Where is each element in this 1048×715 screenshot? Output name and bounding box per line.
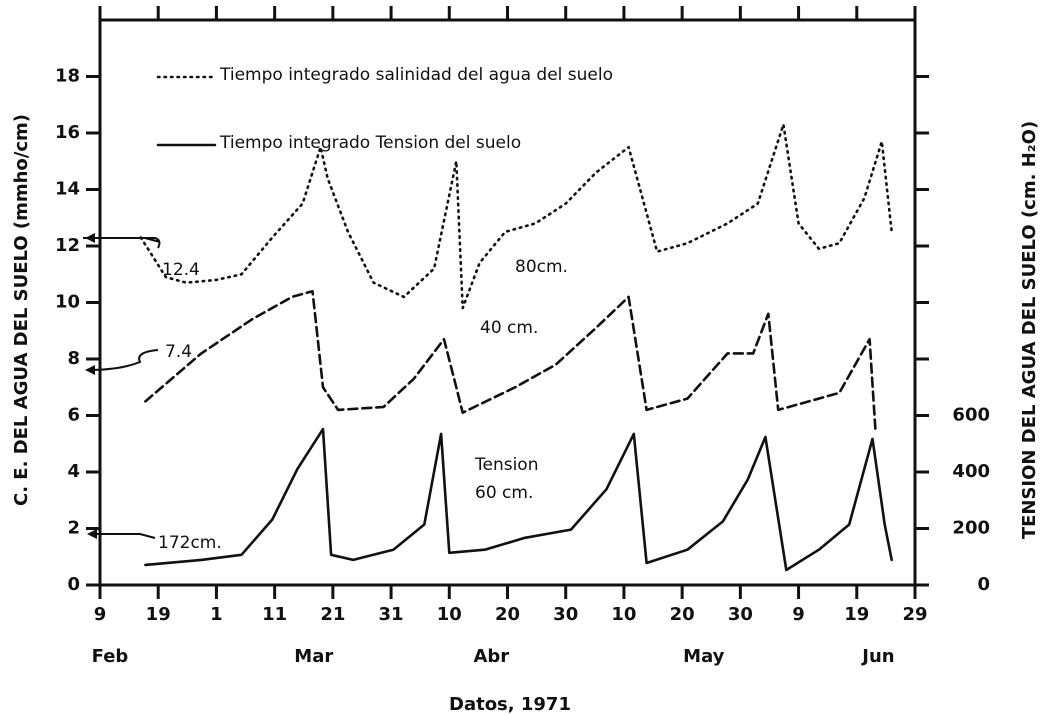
y2-tick-label: 400 — [952, 461, 990, 482]
x-tick-label: 9 — [94, 604, 107, 625]
y-tick-label: 4 — [67, 461, 80, 482]
month-label: Feb — [92, 646, 129, 667]
arrowhead — [85, 233, 95, 243]
x-tick-label: 20 — [495, 604, 520, 625]
series-label: 40 cm. — [480, 318, 538, 338]
month-label: Jun — [860, 646, 894, 667]
y-tick-label: 0 — [67, 574, 80, 595]
x-title: Datos, 1971 — [449, 694, 571, 715]
annotation: Tension — [474, 455, 538, 475]
y-tick-label: 6 — [67, 405, 80, 426]
month-label: Abr — [473, 646, 509, 667]
month-label: Mar — [294, 646, 333, 667]
y-tick-label: 18 — [55, 66, 80, 87]
x-tick-label: 21 — [320, 604, 345, 625]
x-tick-label: 20 — [670, 604, 695, 625]
y-tick-label: 12 — [55, 235, 80, 256]
x-tick-label: 19 — [146, 604, 171, 625]
x-tick-label: 11 — [262, 604, 287, 625]
legend-label: Tiempo integrado Tension del suelo — [219, 133, 521, 153]
series-line — [144, 289, 877, 431]
x-tick-label: 30 — [728, 604, 753, 625]
y2-title: TENSION DEL AGUA DEL SUELO (cm. H₂O) — [1019, 121, 1040, 539]
x-tick-label: 19 — [844, 604, 869, 625]
x-tick-label: 31 — [379, 604, 404, 625]
x-tick-label: 30 — [553, 604, 578, 625]
arrow — [87, 349, 159, 371]
legend-label: Tiempo integrado salinidad del agua del … — [219, 65, 613, 85]
series-label: 80cm. — [515, 257, 568, 277]
x-tick-label: 10 — [611, 604, 636, 625]
arrow — [90, 533, 156, 539]
arrow — [83, 237, 161, 249]
y2-tick-label: 0 — [977, 574, 990, 595]
x-tick-label: 29 — [902, 604, 927, 625]
y2-tick-label: 200 — [952, 518, 990, 539]
y-tick-label: 2 — [67, 518, 80, 539]
annotation: 7.4 — [165, 342, 192, 362]
y-title: C. E. DEL AGUA DEL SUELO (mmho/cm) — [11, 114, 32, 506]
arrowhead — [85, 365, 95, 375]
y2-tick-label: 600 — [952, 405, 990, 426]
series-line — [144, 427, 893, 572]
x-tick-label: 10 — [437, 604, 462, 625]
y-tick-label: 8 — [67, 348, 80, 369]
annotation: 172cm. — [158, 533, 222, 553]
annotation: 12.4 — [162, 260, 200, 280]
x-tick-label: 9 — [792, 604, 805, 625]
x-tick-label: 1 — [210, 604, 223, 625]
y-tick-label: 14 — [55, 179, 80, 200]
series-label: 60 cm. — [475, 483, 533, 503]
y-tick-label: 10 — [55, 292, 80, 313]
month-label: May — [683, 646, 725, 667]
y-tick-label: 16 — [55, 122, 80, 143]
arrowhead — [87, 529, 97, 539]
